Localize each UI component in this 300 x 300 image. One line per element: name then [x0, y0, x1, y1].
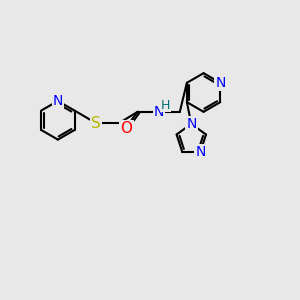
Text: O: O	[120, 121, 132, 136]
Text: N: N	[154, 105, 164, 119]
Text: N: N	[195, 145, 206, 159]
Text: N: N	[53, 94, 63, 108]
Text: N: N	[186, 117, 196, 131]
Text: N: N	[215, 76, 226, 90]
Text: H: H	[161, 99, 170, 112]
Text: S: S	[91, 116, 101, 130]
